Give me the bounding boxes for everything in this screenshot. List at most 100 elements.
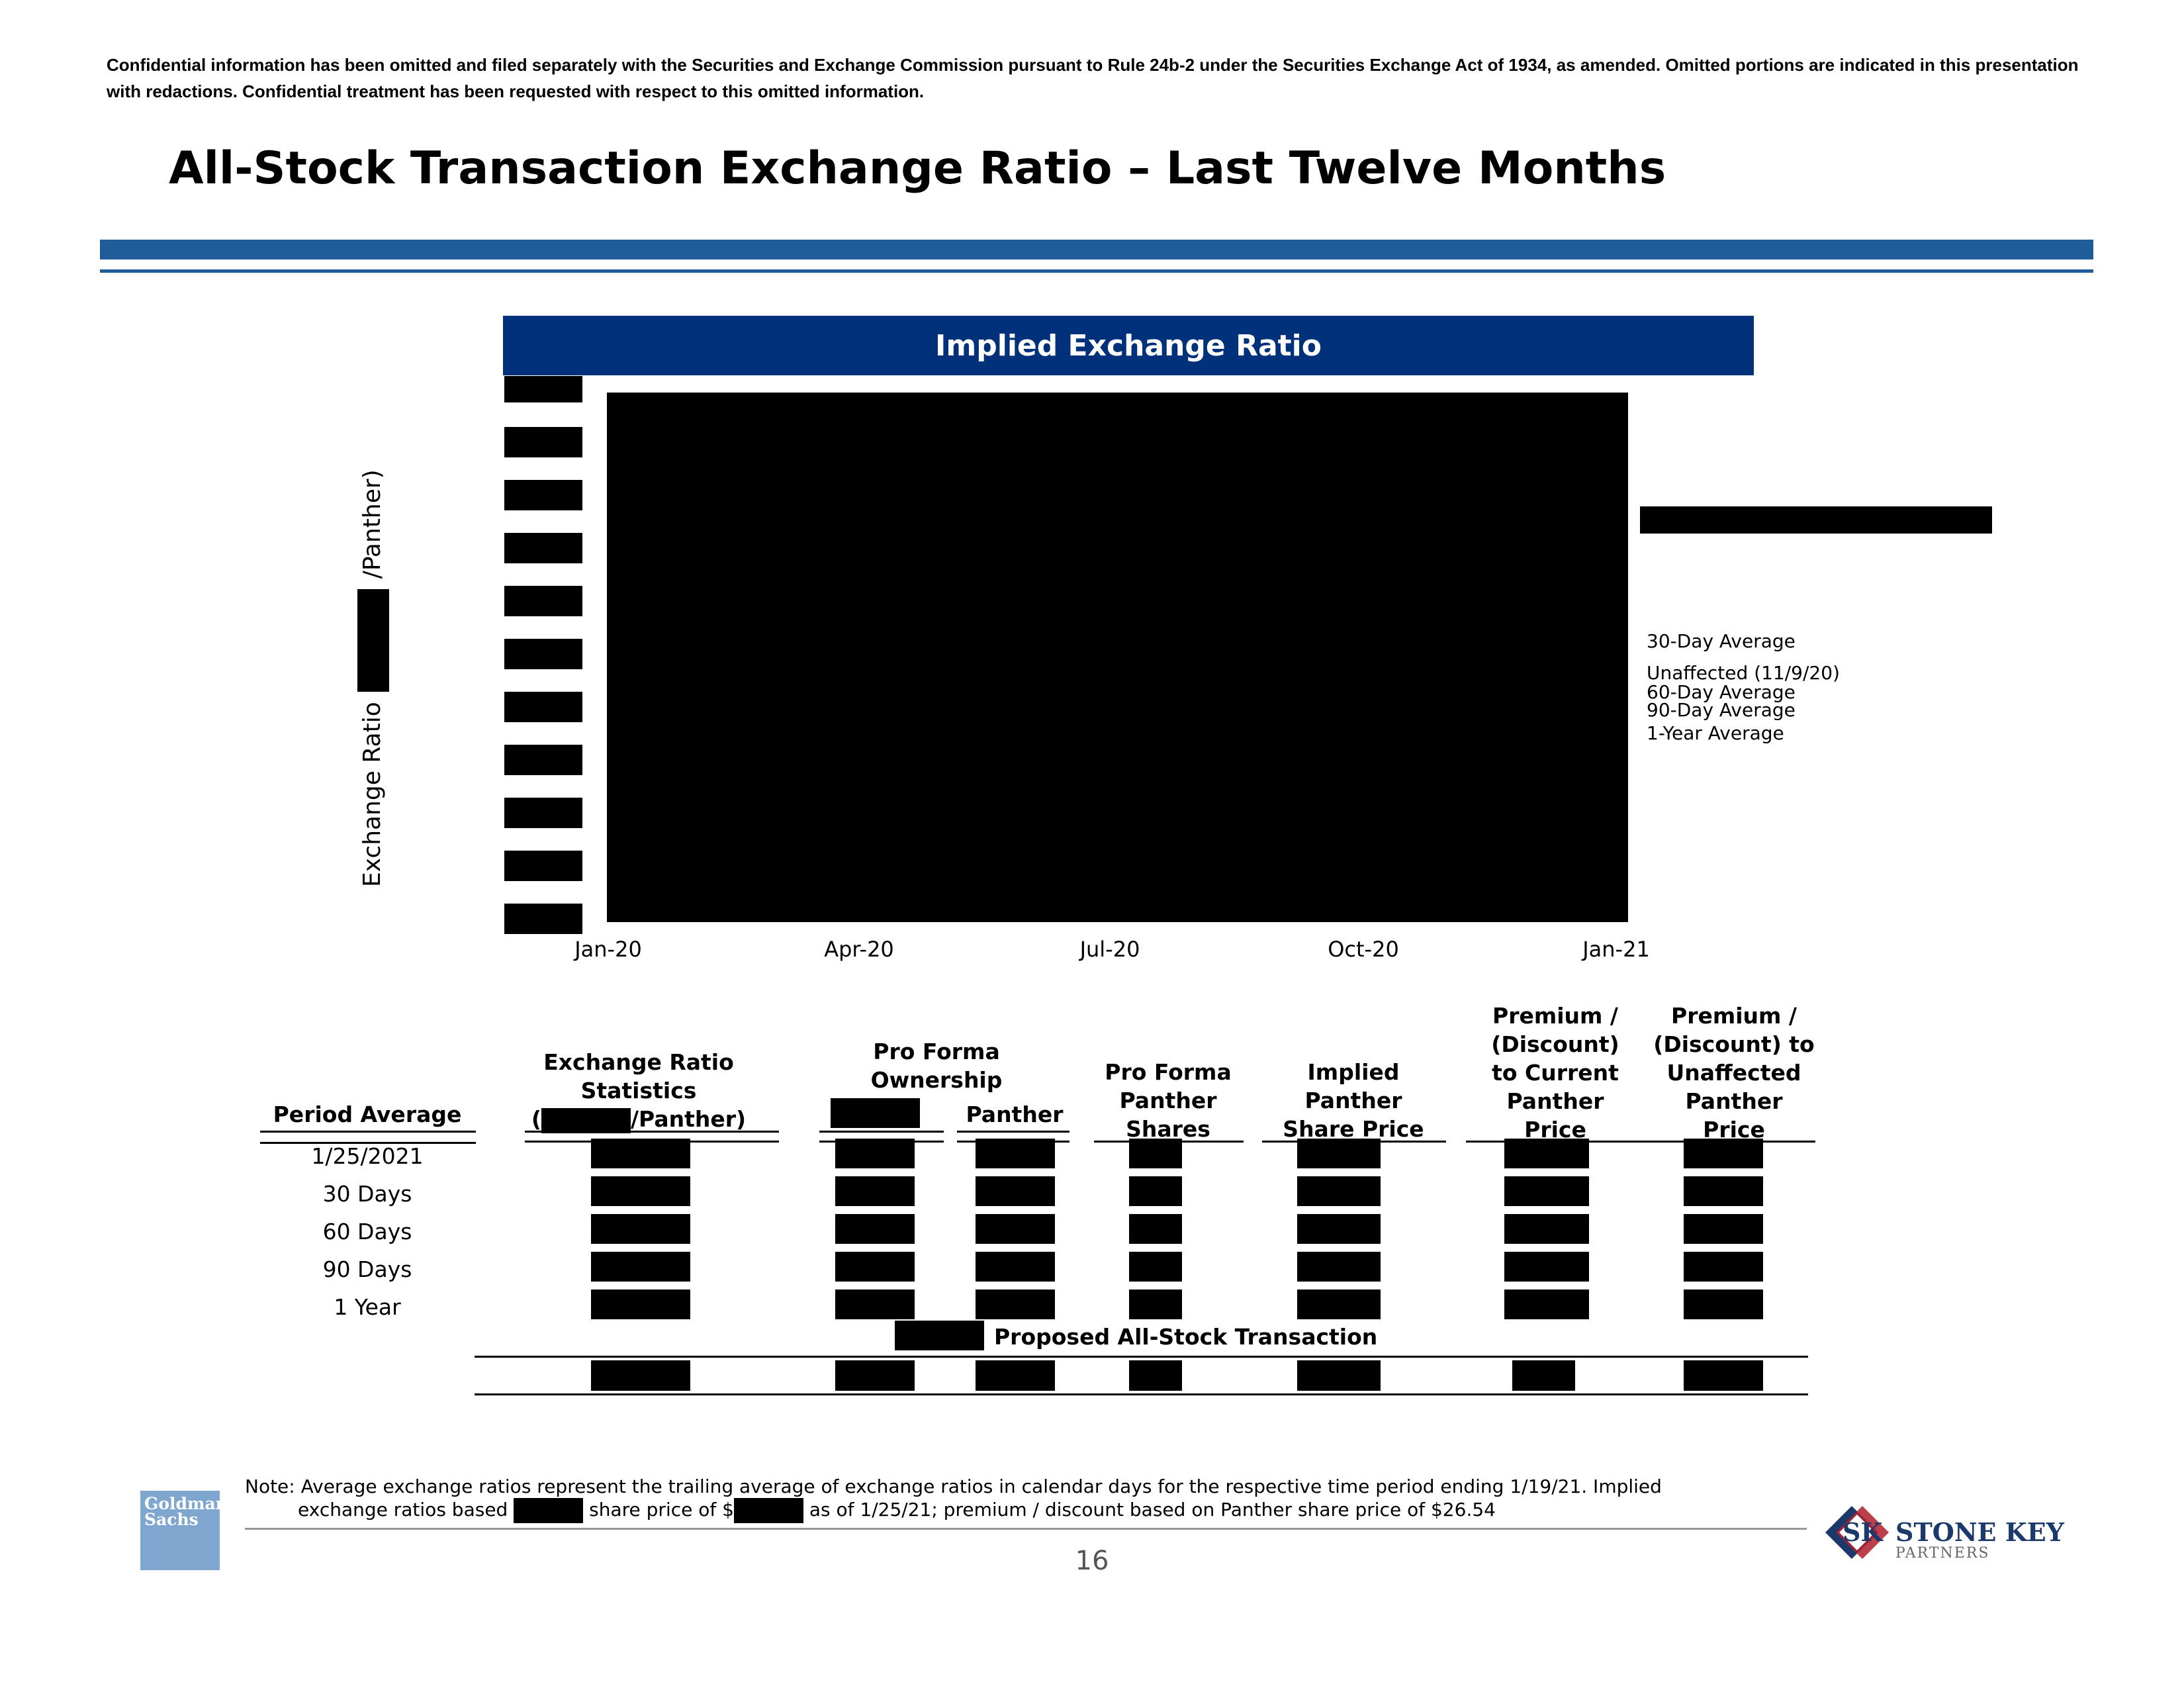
cell-redaction [976, 1176, 1055, 1206]
cell-redaction [1297, 1360, 1381, 1391]
cell-redaction [1129, 1139, 1182, 1168]
row-label: 30 Days [322, 1181, 412, 1207]
header-premium-current: Premium / (Discount) to Current Panther … [1463, 1002, 1648, 1144]
y-tick-redaction [504, 533, 582, 563]
row-label: 60 Days [322, 1219, 412, 1244]
cell-redaction [1129, 1214, 1182, 1244]
chart-callout-redaction [1640, 506, 1992, 534]
legend-90-day-average: 90-Day Average [1647, 699, 1796, 721]
legend-unaffected: Unaffected (11/9/20) [1647, 662, 1840, 684]
cell-redaction [976, 1289, 1055, 1319]
header-line: Price [1703, 1117, 1765, 1143]
stone-key-diamond-icon [1825, 1506, 1889, 1559]
sk-name-text: STONE KEY [1895, 1517, 2064, 1547]
cell-redaction [976, 1139, 1055, 1168]
header-premium-unaffected: Premium / (Discount) to Unaffected Panth… [1628, 1002, 1840, 1144]
cell-redaction [1684, 1139, 1763, 1168]
row-label: 90 Days [322, 1256, 412, 1282]
header-underline [957, 1131, 1069, 1133]
footnote-redaction [733, 1498, 803, 1523]
x-tick-label: Oct-20 [1328, 937, 1399, 962]
header-line: to Current [1492, 1060, 1619, 1086]
y-tick-redaction [504, 692, 582, 722]
y-tick-redaction [504, 745, 582, 775]
cell-redaction [1504, 1214, 1589, 1244]
cell-redaction [591, 1139, 690, 1168]
cell-redaction [591, 1252, 690, 1282]
cell-redaction [1684, 1214, 1763, 1244]
footnote: Note: Average exchange ratios represent … [245, 1475, 1662, 1523]
header-line: (Discount) to [1653, 1031, 1815, 1057]
cell-redaction [1684, 1252, 1763, 1282]
header-underline-period [260, 1142, 476, 1144]
cell-redaction [1129, 1360, 1182, 1391]
confidential-disclaimer: Confidential information has been omitte… [107, 55, 2079, 101]
header-implied-share-price: Implied Panther Share Price [1261, 1058, 1446, 1143]
header-line: Statistics [580, 1078, 697, 1103]
row-label: 1/25/2021 [311, 1143, 424, 1169]
cell-redaction [1297, 1214, 1381, 1244]
cell-redaction [1684, 1289, 1763, 1319]
header-paren: ( [531, 1106, 541, 1132]
cell-redaction [1504, 1139, 1589, 1168]
legend-30-day-average: 30-Day Average [1647, 630, 1796, 652]
proposed-label-redaction [895, 1321, 984, 1350]
y-axis-label-redaction [357, 588, 389, 692]
sk-mark: SK [1843, 1517, 1883, 1547]
x-tick-label: Jan-20 [574, 937, 642, 962]
footnote-text: exchange ratios based [298, 1499, 508, 1521]
header-line: Panther [1304, 1088, 1402, 1113]
cell-redaction [976, 1214, 1055, 1244]
title-rule-thin [100, 269, 2093, 273]
y-tick-redaction [504, 639, 582, 669]
cell-redaction [1504, 1289, 1589, 1319]
cell-redaction [1297, 1289, 1381, 1319]
footnote-text: as of 1/25/21; premium / discount based … [809, 1499, 1496, 1521]
cell-redaction [1297, 1139, 1381, 1168]
y-tick-redaction [504, 376, 582, 402]
header-line: Pro Forma [1105, 1059, 1232, 1085]
cell-redaction [1129, 1176, 1182, 1206]
cell-redaction [591, 1289, 690, 1319]
gs-logo-text: Sachs [144, 1510, 199, 1529]
header-pro-forma-shares: Pro Forma Panther Shares [1092, 1058, 1244, 1143]
header-unit: /Panther) [630, 1106, 747, 1132]
cell-redaction [835, 1214, 915, 1244]
proposed-rule-top [475, 1356, 1808, 1358]
y-tick-redaction [504, 798, 582, 828]
cell-redaction [1297, 1176, 1381, 1206]
y-tick-redaction [504, 480, 582, 510]
header-line: Shares [1126, 1116, 1210, 1142]
chart-header: Implied Exchange Ratio [503, 316, 1754, 375]
cell-redaction [1129, 1252, 1182, 1282]
cell-redaction [976, 1252, 1055, 1282]
header-line: Price [1524, 1117, 1586, 1143]
y-tick-redaction [504, 427, 582, 457]
header-line: Premium / [1492, 1003, 1618, 1029]
sk-sub: PARTNERS [1895, 1545, 1990, 1562]
header-underline [525, 1131, 779, 1133]
goldman-sachs-logo: Goldman Sachs [140, 1491, 228, 1570]
cell-redaction [1684, 1360, 1763, 1391]
header-line: Pro Forma [873, 1039, 1000, 1064]
cell-redaction [1129, 1289, 1182, 1319]
x-tick-label: Apr-20 [824, 937, 894, 962]
header-pro-forma-ownership: Pro Forma Ownership [821, 1037, 1052, 1094]
cell-redaction [591, 1360, 690, 1391]
cell-redaction [591, 1214, 690, 1244]
proposed-rule-bottom [475, 1393, 1808, 1395]
y-tick-redaction [504, 904, 582, 934]
row-label: 1 Year [334, 1294, 401, 1320]
cell-redaction [835, 1139, 915, 1168]
cell-redaction [835, 1289, 915, 1319]
cell-redaction [1684, 1176, 1763, 1206]
header-line: Ownership [870, 1067, 1003, 1093]
chart-y-axis-label: Exchange Ratio /Panther) [357, 469, 389, 887]
page-title: All-Stock Transaction Exchange Ratio – L… [169, 142, 1666, 195]
header-line: Premium / [1671, 1003, 1797, 1029]
header-exchange-ratio: Exchange Ratio Statistics (/Panther) [516, 1048, 761, 1133]
header-panther: Panther [966, 1102, 1064, 1127]
cell-redaction [1504, 1176, 1589, 1206]
chart-plot-redaction [607, 393, 1628, 922]
header-underline [819, 1131, 944, 1133]
